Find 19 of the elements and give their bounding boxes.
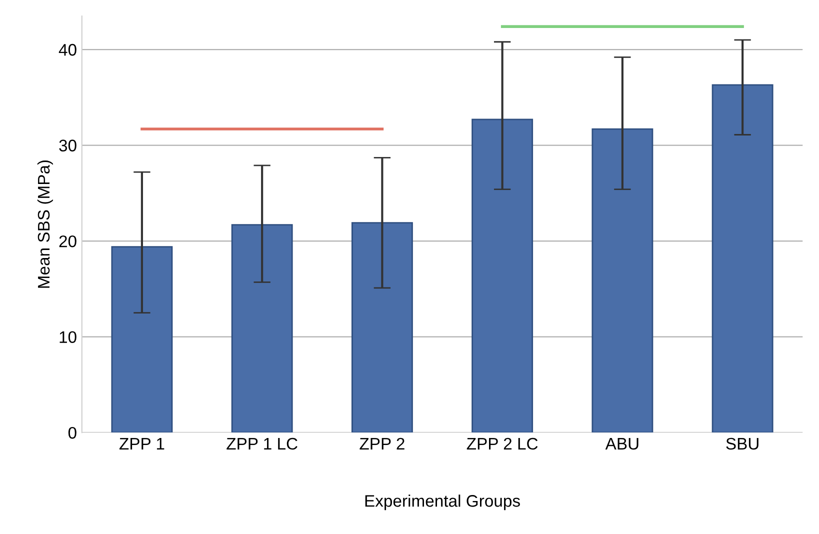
x-axis-title: Experimental Groups xyxy=(365,494,520,510)
x-tick-label: ZPP 2 xyxy=(360,438,404,450)
x-tick-label: ZPP 1 LC xyxy=(226,438,298,450)
y-tick-label: 20 xyxy=(59,235,76,248)
bar xyxy=(712,84,774,433)
x-tick-label: ZPP 2 LC xyxy=(466,438,538,450)
y-tick-label: 10 xyxy=(60,331,76,343)
y-tick-label: 40 xyxy=(58,44,76,56)
x-tick-label: SBU xyxy=(726,438,758,450)
bar xyxy=(472,118,534,433)
x-tick-label: ABU xyxy=(605,438,638,450)
y-axis-title: Mean SBS (MPa) xyxy=(37,160,53,288)
bar xyxy=(592,128,654,433)
bar xyxy=(231,224,293,433)
bar xyxy=(111,246,173,433)
y-tick-label: 0 xyxy=(68,426,76,439)
x-tick-label: ZPP 1 xyxy=(119,438,164,450)
bar xyxy=(351,222,413,433)
y-tick-label: 30 xyxy=(59,140,76,152)
